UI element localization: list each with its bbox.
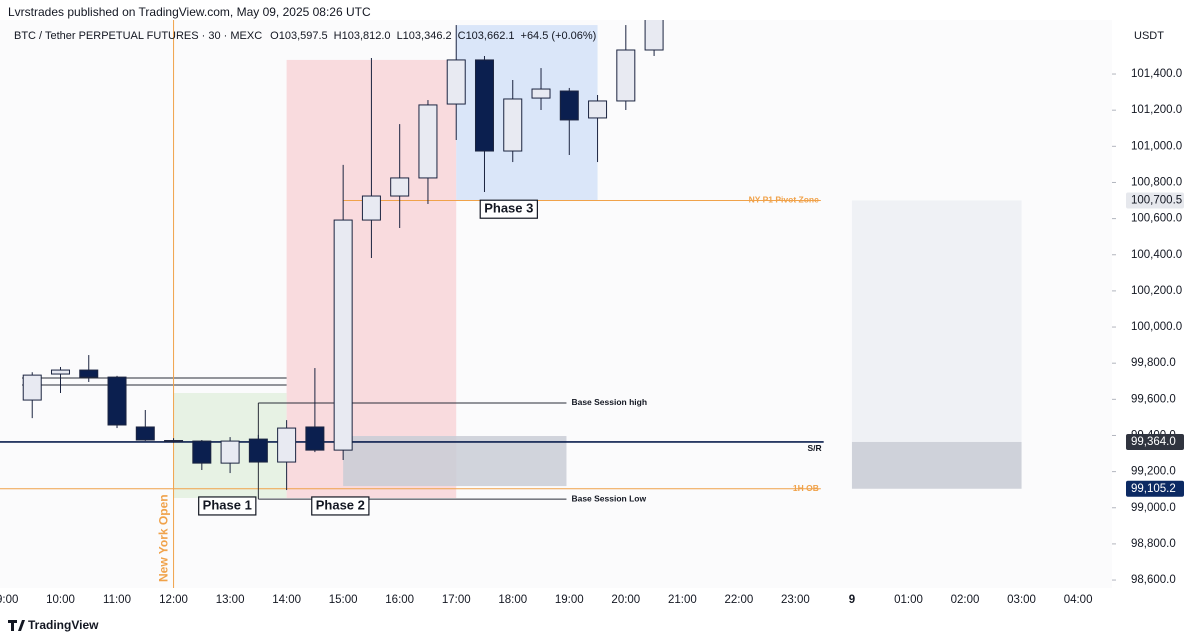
x-tick-label: 13:00 bbox=[216, 594, 245, 606]
x-tick-label: 10:00 bbox=[46, 594, 75, 606]
y-tick-label: 98,600.0 bbox=[1131, 574, 1176, 586]
zone bbox=[851, 200, 1022, 442]
zone bbox=[851, 441, 1022, 489]
candle-body bbox=[135, 426, 155, 441]
axis-price-label: 99,105.2 bbox=[1131, 483, 1176, 495]
candle-body bbox=[644, 20, 664, 51]
candle-body bbox=[305, 426, 325, 451]
x-tick-label: 9 bbox=[849, 594, 855, 606]
candle-body bbox=[277, 427, 297, 463]
phase-box bbox=[479, 199, 538, 219]
y-tick-label: 99,800.0 bbox=[1131, 357, 1176, 369]
y-tick-label: 100,600.0 bbox=[1131, 213, 1182, 225]
y-tick-label: 100,000.0 bbox=[1131, 321, 1182, 333]
currency: USDT bbox=[1134, 30, 1164, 42]
candle-body bbox=[164, 440, 184, 443]
x-tick-label: 12:00 bbox=[159, 594, 188, 606]
y-tick-label: 99,600.0 bbox=[1131, 393, 1176, 405]
y-tick-label: 101,200.0 bbox=[1131, 104, 1182, 116]
y-tick-label: 100,400.0 bbox=[1131, 249, 1182, 261]
candle-body bbox=[559, 90, 579, 121]
published-line: Lvrstrades published on TradingView.com,… bbox=[8, 5, 371, 19]
x-tick-label: 16:00 bbox=[385, 594, 414, 606]
y-tick-label: 99,000.0 bbox=[1131, 502, 1176, 514]
x-tick-label: 20:00 bbox=[611, 594, 640, 606]
candle-body bbox=[531, 88, 551, 99]
level-label: S/R bbox=[808, 443, 822, 453]
x-tick-label: 14:00 bbox=[272, 594, 301, 606]
phase-box bbox=[311, 496, 370, 516]
candle-body bbox=[474, 59, 494, 152]
x-tick-label: 21:00 bbox=[668, 594, 697, 606]
ohlc-value: O103,597.5 bbox=[270, 30, 328, 42]
candle-body bbox=[446, 59, 466, 105]
x-tick-label: 22:00 bbox=[724, 594, 753, 606]
candle-body bbox=[616, 49, 636, 102]
symbol: BTC / Tether PERPETUAL FUTURES · 30 · ME… bbox=[14, 30, 262, 42]
candle-body bbox=[333, 219, 353, 451]
candle-body bbox=[79, 369, 99, 378]
phase-label: Phase 3 bbox=[484, 201, 533, 216]
x-tick-label: 04:00 bbox=[1064, 594, 1093, 606]
axis-price-label: 100,700.5 bbox=[1131, 194, 1182, 206]
y-tick-label: 101,000.0 bbox=[1131, 140, 1182, 152]
y-tick-label: 101,400.0 bbox=[1131, 68, 1182, 80]
x-tick-label: 23:00 bbox=[781, 594, 810, 606]
x-tick-label: 03:00 bbox=[1007, 594, 1036, 606]
ohlc-value: H103,812.0 bbox=[334, 30, 391, 42]
candle-body bbox=[50, 369, 70, 375]
y-tick-label: 98,800.0 bbox=[1131, 538, 1176, 550]
candle-body bbox=[107, 376, 127, 426]
level-label: 1H OB bbox=[793, 483, 819, 493]
level-label: NY P1 Pivot Zone bbox=[749, 195, 819, 205]
y-tick-label: 100,200.0 bbox=[1131, 285, 1182, 297]
phase-box bbox=[198, 496, 257, 516]
axis-price-box bbox=[1126, 433, 1184, 450]
x-tick-label: 01:00 bbox=[894, 594, 923, 606]
axis-price-box bbox=[1126, 192, 1184, 209]
candle-body bbox=[503, 98, 523, 152]
plot bbox=[0, 20, 1022, 588]
candle-body bbox=[361, 195, 381, 221]
phase-label: Phase 2 bbox=[316, 497, 365, 512]
axes: 98,600.098,800.099,000.099,200.099,400.0… bbox=[0, 68, 1184, 606]
candle-body bbox=[220, 440, 240, 464]
candle-body bbox=[390, 177, 410, 197]
x-tick-label: 17:00 bbox=[442, 594, 471, 606]
axis-price-label: 99,364.0 bbox=[1131, 436, 1176, 448]
axis-price-box bbox=[1126, 480, 1184, 497]
session-open-label: New York Open bbox=[157, 494, 171, 582]
level-label: Base Session high bbox=[571, 397, 647, 407]
ohlc-value: +64.5 (+0.06%) bbox=[521, 30, 597, 42]
x-tick-label: 18:00 bbox=[498, 594, 527, 606]
x-tick-label: 02:00 bbox=[951, 594, 980, 606]
candle-body bbox=[588, 100, 608, 119]
candle-body bbox=[192, 440, 212, 464]
level-label: Base Session Low bbox=[571, 493, 646, 503]
ohlc-value: C103,662.1 bbox=[458, 30, 515, 42]
x-tick-label: 11:00 bbox=[103, 594, 131, 606]
footer-brand: TradingView bbox=[28, 618, 99, 632]
y-tick-label: 99,200.0 bbox=[1131, 466, 1176, 478]
x-tick-label: 19:00 bbox=[555, 594, 584, 606]
candle-body bbox=[248, 438, 268, 463]
phase-label: Phase 1 bbox=[203, 497, 252, 512]
x-tick-label: 09:00 bbox=[0, 594, 18, 606]
y-tick-label: 100,800.0 bbox=[1131, 176, 1182, 188]
zone bbox=[343, 436, 567, 487]
candle-body bbox=[418, 104, 438, 179]
x-tick-label: 15:00 bbox=[329, 594, 358, 606]
candle-body bbox=[22, 374, 42, 401]
ohlc-value: L103,346.2 bbox=[397, 30, 452, 42]
logo bbox=[8, 620, 25, 631]
